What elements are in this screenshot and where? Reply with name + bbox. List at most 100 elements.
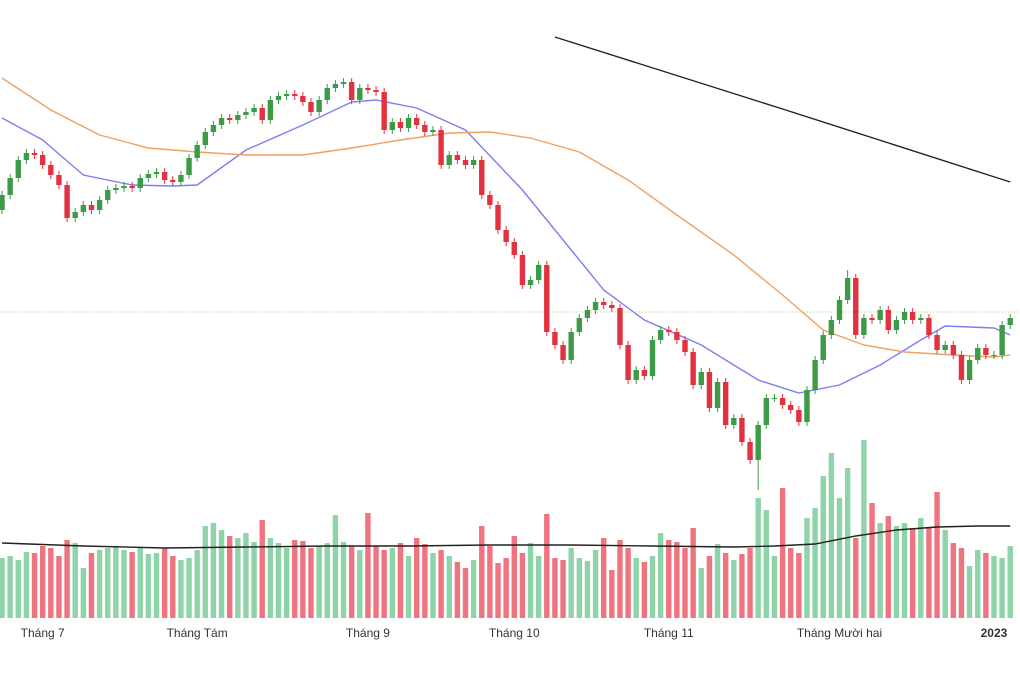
volume-bar xyxy=(194,550,200,618)
volume-bar xyxy=(747,548,753,618)
volume-bar xyxy=(853,538,859,618)
volume-bar xyxy=(259,520,265,618)
candle-body xyxy=(332,84,339,88)
volume-bar xyxy=(202,526,209,618)
candle-body xyxy=(722,382,729,425)
volume-bar xyxy=(121,550,127,618)
volume-bar xyxy=(674,542,680,618)
candle-body xyxy=(755,425,761,460)
volume-bar xyxy=(609,570,615,618)
candle-body xyxy=(747,442,753,460)
candle-body xyxy=(479,160,485,195)
volume-bar xyxy=(340,542,347,618)
volume-bar xyxy=(966,566,973,618)
volume-bar xyxy=(145,554,152,618)
candle-body xyxy=(601,302,607,305)
candle-body xyxy=(853,278,859,335)
candle-body xyxy=(861,318,867,335)
candle-body xyxy=(235,115,241,120)
candle-body xyxy=(39,155,46,165)
volume-bar xyxy=(446,556,452,618)
volume-bar xyxy=(80,568,87,618)
candle-body xyxy=(381,92,387,130)
volume-bar xyxy=(714,544,721,618)
volume-bar xyxy=(722,553,729,618)
candle-body xyxy=(592,302,599,310)
candle-body xyxy=(23,153,30,160)
volume-bar xyxy=(901,523,908,618)
candle-body xyxy=(72,212,78,218)
candle-body xyxy=(901,312,908,320)
volume-bar xyxy=(641,562,648,618)
candle-body xyxy=(796,410,802,422)
candle-body xyxy=(178,175,184,182)
candle-body xyxy=(365,88,371,90)
volume-bar xyxy=(161,548,168,618)
candle-body xyxy=(552,332,558,345)
candle-body xyxy=(7,178,13,195)
volume-bar xyxy=(292,540,298,618)
candle-body xyxy=(869,318,875,320)
volume-bar xyxy=(828,453,835,618)
candle-body xyxy=(633,370,639,380)
candle-body xyxy=(731,418,737,425)
candle-body xyxy=(194,145,200,158)
candle-body xyxy=(1007,318,1013,325)
candle-body xyxy=(495,205,501,230)
candle-body xyxy=(202,132,209,145)
candle-body xyxy=(267,100,274,120)
candle-body xyxy=(308,102,314,112)
volume-bar xyxy=(796,553,802,618)
candle-body xyxy=(259,108,265,120)
candle-body xyxy=(836,300,843,320)
candle-body xyxy=(243,112,249,115)
candle-body xyxy=(918,318,924,320)
candle-body xyxy=(413,118,420,125)
volume-bar xyxy=(454,562,461,618)
candle-body xyxy=(0,195,5,210)
candle-body xyxy=(666,330,672,332)
volume-bar xyxy=(568,548,574,618)
candle-body xyxy=(251,108,257,112)
volume-bar xyxy=(72,543,78,618)
volume-bar xyxy=(56,556,62,618)
volume-bar xyxy=(763,510,770,618)
volume-bar xyxy=(251,542,257,618)
candle-body xyxy=(31,153,38,155)
volume-bar xyxy=(479,526,485,618)
volume-bar xyxy=(739,554,745,618)
volume-bar xyxy=(601,538,607,618)
candle-body xyxy=(324,88,330,100)
volume-bar xyxy=(909,528,916,618)
candle-body xyxy=(779,398,786,405)
candle-body xyxy=(96,200,103,210)
volume-bar xyxy=(487,546,493,618)
volume-bar xyxy=(544,514,550,618)
candle-body xyxy=(771,398,778,399)
candle-body xyxy=(316,100,322,112)
volume-bar xyxy=(706,556,713,618)
volume-bar xyxy=(820,476,826,618)
candle-body xyxy=(828,320,835,335)
volume-bar xyxy=(243,533,249,618)
volume-bar xyxy=(267,538,274,618)
volume-bar xyxy=(625,548,631,618)
volume-bar xyxy=(137,548,143,618)
volume-bar xyxy=(332,515,339,618)
candle-body xyxy=(649,340,656,376)
candle-body xyxy=(788,405,794,410)
candle-body xyxy=(926,318,932,335)
candle-body xyxy=(80,205,87,212)
candle-body xyxy=(397,122,404,128)
candle-body xyxy=(503,230,509,242)
volume-bar xyxy=(470,560,477,618)
candle-body xyxy=(812,360,818,390)
candle-body xyxy=(763,398,770,425)
volume-bar xyxy=(105,548,111,618)
x-tick-label: Tháng 7 xyxy=(21,626,65,640)
x-tick-label: 2023 xyxy=(981,626,1008,640)
candle-body xyxy=(64,185,70,218)
volume-bar xyxy=(462,568,469,618)
